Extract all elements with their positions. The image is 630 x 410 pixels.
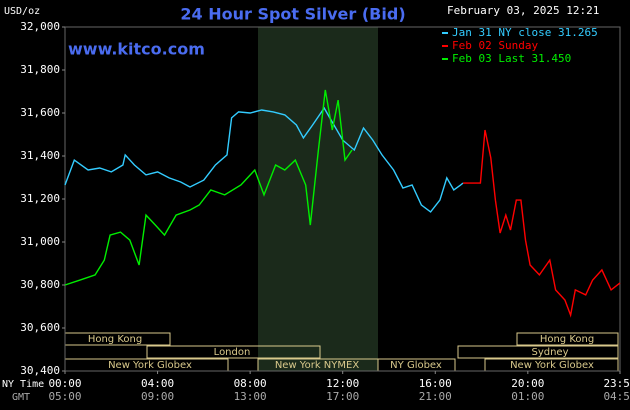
nymex-session <box>258 27 378 371</box>
x-tick-label: 20:00 <box>511 377 544 390</box>
series-line <box>463 129 621 318</box>
series-line <box>64 89 353 286</box>
x-label: NY Time <box>2 379 44 390</box>
x-tick-label: 16:00 <box>419 377 452 390</box>
x-tick-label: 04:00 <box>141 377 174 390</box>
x-tick-label: 00:00 <box>48 377 81 390</box>
x2-tick-label: 21:00 <box>419 390 452 403</box>
market-label: New York Globex <box>108 360 192 371</box>
market-box <box>146 345 321 359</box>
legend-label: Jan 31 NY close 31.265 <box>452 26 598 39</box>
legend-label: Feb 02 Sunday <box>452 39 538 52</box>
x2-tick-label: 17:00 <box>326 390 359 403</box>
x2-label: GMT <box>12 392 30 403</box>
market-label: Sydney <box>531 347 568 358</box>
y-tick-label: 31,800 <box>20 63 60 76</box>
market-label: New York NYMEX <box>275 360 360 371</box>
x-tick-label: 23:59 <box>603 377 630 390</box>
x2-tick-label: 13:00 <box>234 390 267 403</box>
x2-tick-label: 01:00 <box>511 390 544 403</box>
watermark: www.kitco.com <box>68 40 205 59</box>
x2-tick-label: 04:59 <box>603 390 630 403</box>
market-label: NY Globex <box>390 360 442 371</box>
x2-tick-label: 05:00 <box>48 390 81 403</box>
market-label: London <box>214 347 251 358</box>
chart-title: 24 Hour Spot Silver (Bid) <box>180 5 405 24</box>
market-box <box>457 345 619 359</box>
y-label: USD/oz <box>4 6 40 17</box>
y-tick-label: 31,600 <box>20 106 60 119</box>
market-box <box>516 332 619 346</box>
y-tick-label: 31,000 <box>20 235 60 248</box>
x2-tick-label: 09:00 <box>141 390 174 403</box>
legend-label: Feb 03 Last 31.450 <box>452 52 571 65</box>
x-tick-label: 12:00 <box>326 377 359 390</box>
market-label: Hong Kong <box>88 334 142 345</box>
timestamp: February 03, 2025 12:21 <box>447 4 599 17</box>
y-tick-label: 31,200 <box>20 192 60 205</box>
y-tick-label: 31,400 <box>20 149 60 162</box>
x-tick-label: 08:00 <box>234 377 267 390</box>
y-tick-label: 30,600 <box>20 321 60 334</box>
y-tick-label: 30,800 <box>20 278 60 291</box>
market-label: Hong Kong <box>540 334 594 345</box>
y-tick-label: 30,400 <box>20 364 60 377</box>
y-tick-label: 32,000 <box>20 20 60 33</box>
market-label: New York Globex <box>510 360 594 371</box>
series-line <box>64 106 464 213</box>
